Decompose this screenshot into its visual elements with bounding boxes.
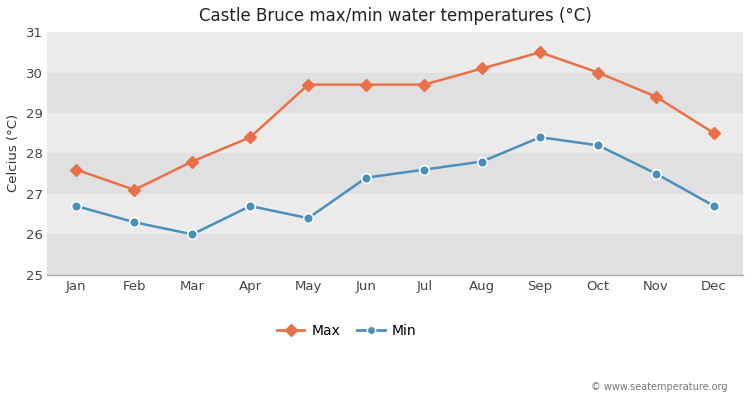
Line: Min: Min bbox=[71, 132, 719, 239]
Min bbox=[652, 171, 661, 176]
Bar bbox=[47, 194, 743, 234]
Max bbox=[652, 94, 661, 99]
Max bbox=[420, 82, 429, 87]
Max bbox=[593, 70, 602, 75]
Min bbox=[188, 232, 196, 237]
Min bbox=[362, 175, 370, 180]
Min bbox=[72, 204, 81, 208]
Min bbox=[246, 204, 255, 208]
Max bbox=[536, 50, 544, 55]
Max bbox=[362, 82, 370, 87]
Bar bbox=[47, 72, 743, 113]
Min bbox=[593, 143, 602, 148]
Max bbox=[478, 66, 487, 71]
Bar bbox=[47, 234, 743, 275]
Max bbox=[130, 188, 139, 192]
Text: © www.seatemperature.org: © www.seatemperature.org bbox=[591, 382, 728, 392]
Max bbox=[188, 159, 196, 164]
Y-axis label: Celcius (°C): Celcius (°C) bbox=[7, 114, 20, 192]
Min bbox=[130, 220, 139, 225]
Max bbox=[72, 167, 81, 172]
Bar bbox=[47, 154, 743, 194]
Title: Castle Bruce max/min water temperatures (°C): Castle Bruce max/min water temperatures … bbox=[199, 7, 592, 25]
Max bbox=[304, 82, 313, 87]
Bar bbox=[47, 32, 743, 72]
Min bbox=[304, 216, 313, 220]
Legend: Max, Min: Max, Min bbox=[272, 318, 422, 343]
Bar bbox=[47, 113, 743, 154]
Min bbox=[420, 167, 429, 172]
Min bbox=[478, 159, 487, 164]
Max bbox=[246, 135, 255, 140]
Max bbox=[710, 131, 718, 136]
Min bbox=[536, 135, 544, 140]
Line: Max: Max bbox=[72, 48, 718, 194]
Min bbox=[710, 204, 718, 208]
